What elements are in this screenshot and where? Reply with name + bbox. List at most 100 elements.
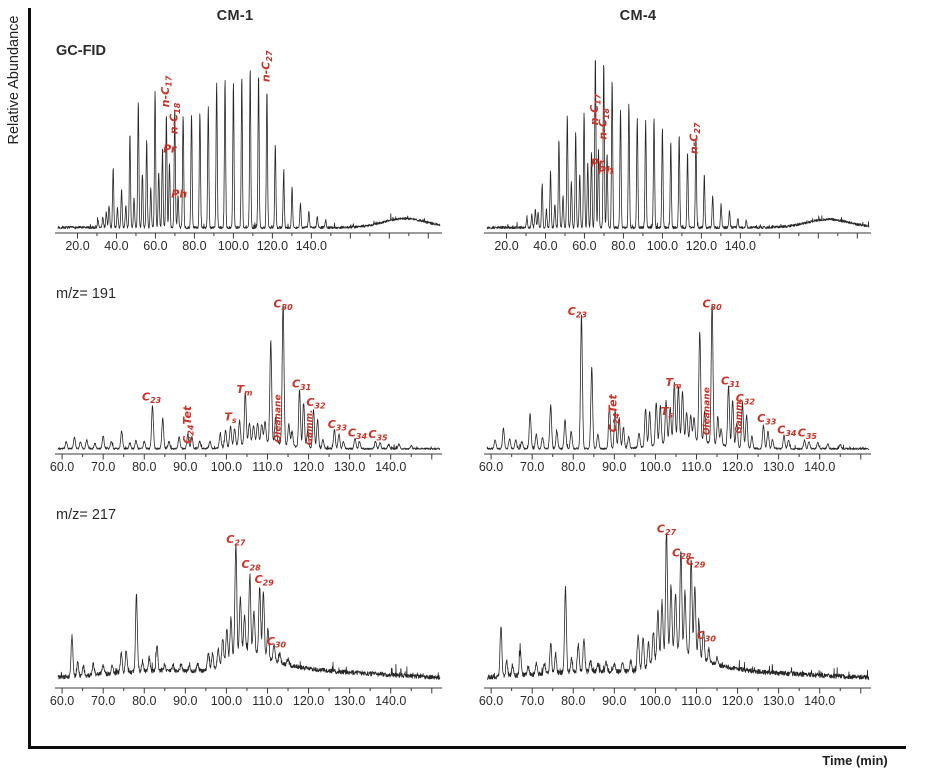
svg-text:120.0: 120.0 [257,239,288,253]
chromatogram-cm4-mz217: 60.0 70.0 80.0 90.0 100.0 110.0 120.0 130.0 140.… [479,523,871,708]
svg-text:40.0: 40.0 [104,239,128,253]
svg-text:Pr: Pr [163,142,177,155]
svg-text:100.0: 100.0 [211,694,242,708]
svg-text:80.0: 80.0 [561,694,585,708]
svg-text:120.0: 120.0 [293,694,324,708]
chromatogram-cm4-gcfid: 20.0 40.0 60.0 80.0 100.0 120.0 140.0 n-C17n-C1… [484,60,871,253]
svg-text:140.0: 140.0 [804,694,835,708]
svg-text:n-C18: n-C18 [596,108,611,140]
svg-text:C30: C30 [273,298,293,313]
svg-text:40.0: 40.0 [533,239,557,253]
svg-text:80.0: 80.0 [611,239,635,253]
svg-text:Oleanane: Oleanane [703,387,713,435]
figure-x-axis-line [28,746,906,749]
row-label-mz217: m/z= 217 [56,507,117,523]
svg-text:100.0: 100.0 [640,460,671,474]
svg-text:C27: C27 [657,523,677,538]
svg-text:100.0: 100.0 [647,239,678,253]
svg-text:100.0: 100.0 [211,460,242,474]
svg-text:Ts: Ts [661,405,674,420]
svg-text:90.0: 90.0 [602,694,626,708]
chromatogram-cm1-gcfid: 20.0 40.0 60.0 80.0 100.0 120.0 140.0 n-C17n-C1… [55,50,442,253]
svg-text:Pr: Pr [591,157,605,170]
svg-text:70.0: 70.0 [91,694,115,708]
svg-text:n-C18: n-C18 [167,102,182,134]
chromatogram-cm1-mz191: 60.0 70.0 80.0 90.0 100.0 110.0 120.0 130.0 140.… [50,298,442,474]
column-title-cm1: CM-1 [216,8,254,24]
svg-text:C27: C27 [226,533,246,548]
svg-text:C32: C32 [736,392,756,407]
svg-text:80.0: 80.0 [132,694,156,708]
svg-text:C34: C34 [777,424,797,439]
svg-text:80.0: 80.0 [561,460,585,474]
svg-text:Tm: Tm [237,383,253,398]
svg-text:Ts: Ts [224,411,237,426]
svg-text:60.0: 60.0 [572,239,596,253]
svg-text:Ph: Ph [598,164,614,177]
svg-text:C30: C30 [702,298,722,313]
svg-text:100.0: 100.0 [640,694,671,708]
svg-text:C32: C32 [306,396,326,411]
svg-text:Ph: Ph [171,187,187,200]
svg-text:C31: C31 [721,374,740,389]
svg-text:140.0: 140.0 [296,239,327,253]
column-title-cm4: CM-4 [619,8,657,24]
svg-text:110.0: 110.0 [252,694,282,708]
svg-text:20.0: 20.0 [494,239,518,253]
svg-text:C31: C31 [292,377,311,392]
svg-text:n-C17: n-C17 [159,75,174,107]
chromatogram-cm4-mz191: 60.0 70.0 80.0 90.0 100.0 110.0 120.0 130.0 140.… [479,298,871,474]
svg-text:60.0: 60.0 [50,460,74,474]
svg-text:Oleanane: Oleanane [274,394,284,442]
svg-text:110.0: 110.0 [252,460,282,474]
svg-text:C23: C23 [142,390,162,405]
x-axis-title: Time (min) [822,753,888,768]
svg-text:C35: C35 [798,427,818,442]
svg-text:C34: C34 [348,427,368,442]
svg-text:140.0: 140.0 [804,460,835,474]
svg-text:C30: C30 [697,629,717,644]
chromatogram-cm1-mz217: 60.0 70.0 80.0 90.0 100.0 110.0 120.0 130.0 140.… [50,533,442,708]
svg-text:Gamm.: Gamm. [305,410,315,446]
svg-text:C23: C23 [568,305,588,320]
svg-text:Tm: Tm [666,376,682,391]
svg-text:C35: C35 [368,428,388,443]
svg-text:n-C27: n-C27 [260,50,275,82]
svg-text:140.0: 140.0 [725,239,756,253]
svg-text:n-C27: n-C27 [688,122,703,154]
svg-text:130.0: 130.0 [763,694,794,708]
svg-text:60.0: 60.0 [143,239,167,253]
figure-y-axis-line [28,8,31,748]
svg-text:140.0: 140.0 [375,694,406,708]
svg-text:110.0: 110.0 [681,694,711,708]
svg-text:C30: C30 [267,635,287,650]
y-axis-title: Relative Abundance [6,15,22,145]
row-label-mz191: m/z= 191 [56,286,117,302]
svg-text:70.0: 70.0 [520,460,544,474]
svg-text:130.0: 130.0 [334,460,365,474]
svg-text:C28: C28 [672,546,692,561]
svg-text:70.0: 70.0 [91,460,115,474]
svg-text:80.0: 80.0 [182,239,206,253]
svg-text:20.0: 20.0 [65,239,89,253]
svg-text:n-C17: n-C17 [588,93,603,125]
svg-text:90.0: 90.0 [173,460,197,474]
svg-text:C29: C29 [686,555,706,570]
svg-text:C24Tet: C24Tet [181,405,196,444]
row-label-gcfid: GC-FID [56,43,106,59]
svg-text:C29: C29 [255,573,275,588]
svg-text:90.0: 90.0 [173,694,197,708]
svg-text:120.0: 120.0 [722,460,753,474]
svg-text:C33: C33 [757,412,777,427]
svg-text:C33: C33 [328,418,348,433]
svg-text:130.0: 130.0 [763,460,794,474]
svg-text:120.0: 120.0 [293,460,324,474]
svg-text:60.0: 60.0 [50,694,74,708]
svg-text:110.0: 110.0 [681,460,711,474]
svg-text:80.0: 80.0 [132,460,156,474]
svg-text:C28: C28 [241,558,261,573]
svg-text:120.0: 120.0 [686,239,717,253]
svg-text:C24Tet: C24Tet [607,393,622,432]
svg-text:Gamm.: Gamm. [735,398,745,434]
